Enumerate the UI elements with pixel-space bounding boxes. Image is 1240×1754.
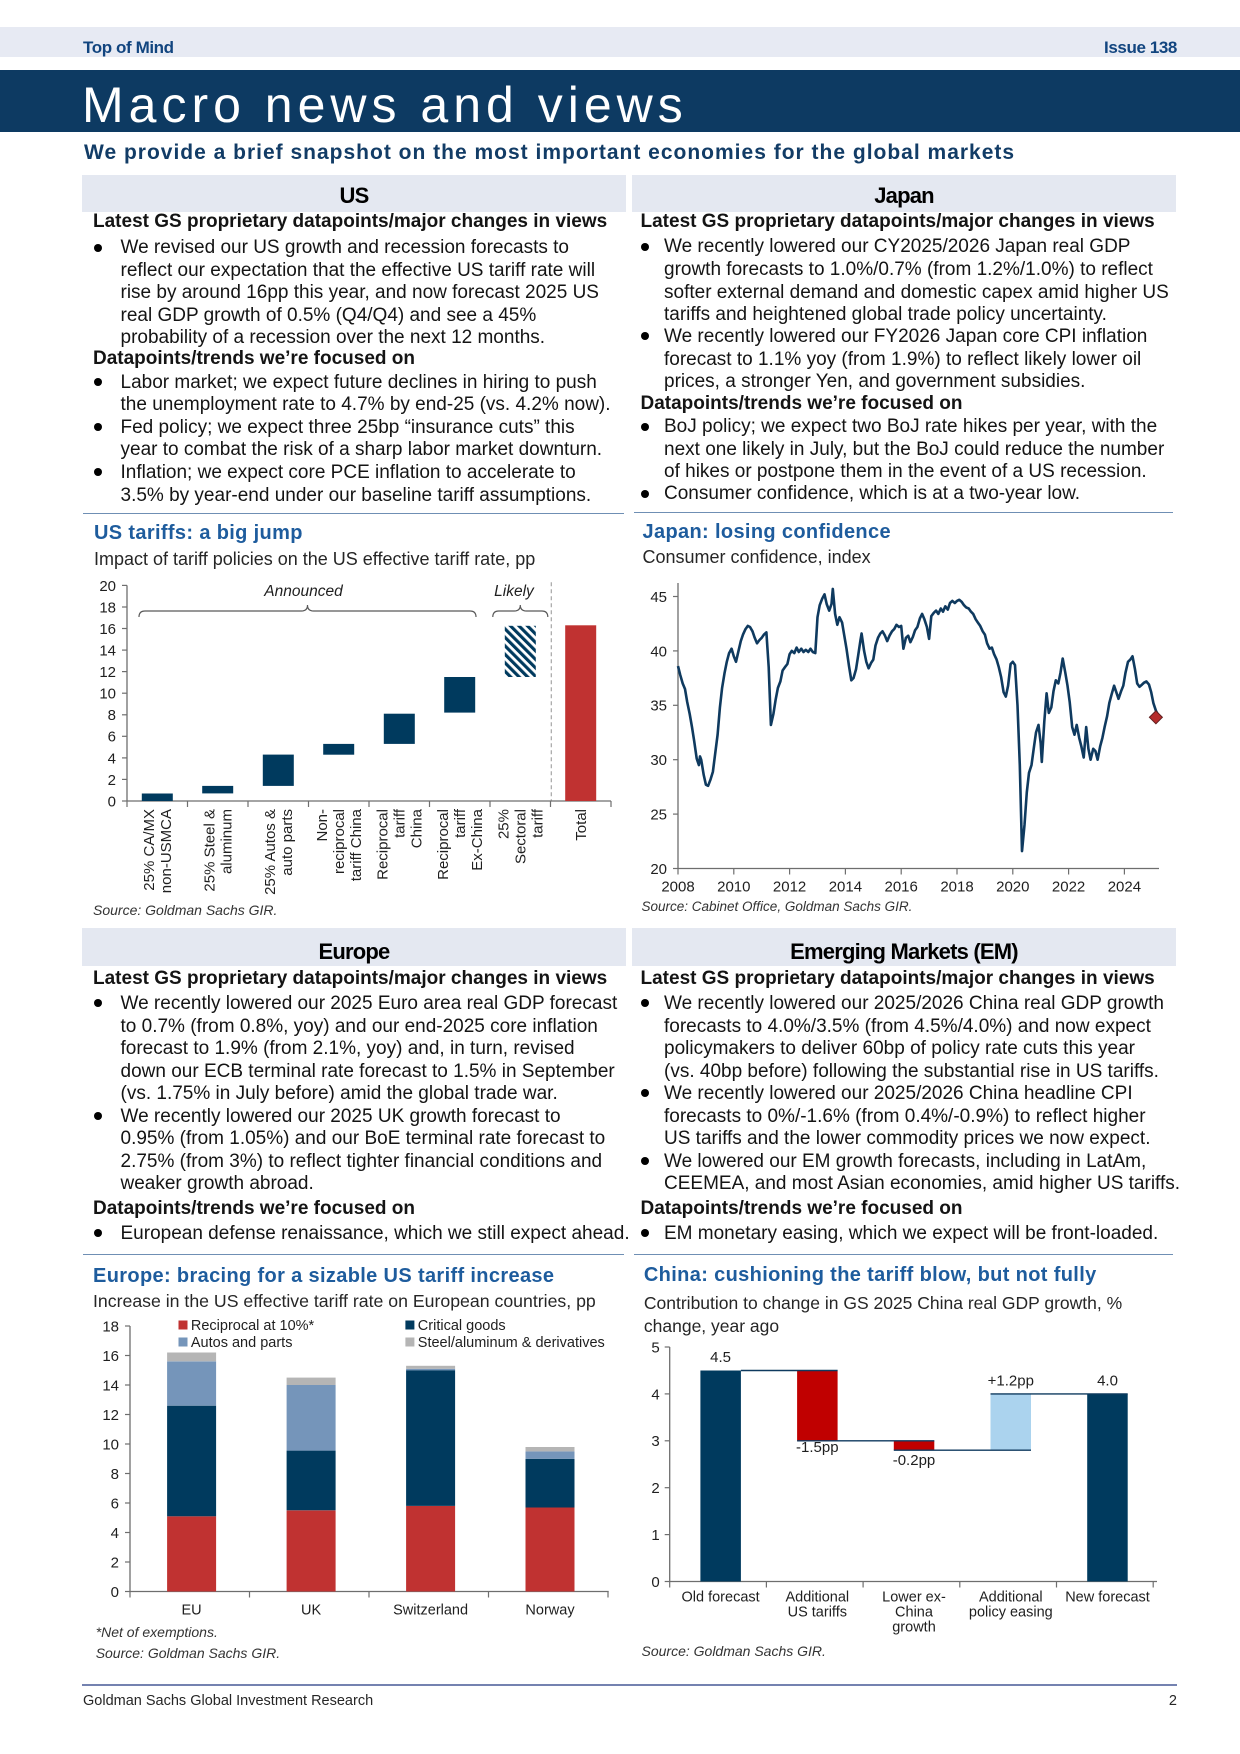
- svg-text:growth: growth: [892, 1620, 936, 1636]
- svg-text:10: 10: [102, 1436, 119, 1453]
- svg-text:16: 16: [102, 1348, 119, 1365]
- svg-text:Reciprocal at 10%*: Reciprocal at 10%*: [191, 1318, 315, 1334]
- svg-text:2016: 2016: [885, 879, 918, 896]
- svg-text:2010: 2010: [717, 879, 750, 896]
- svg-text:2018: 2018: [940, 879, 973, 896]
- svg-text:4: 4: [108, 750, 116, 767]
- svg-text:+1.2pp: +1.2pp: [988, 1372, 1034, 1389]
- svg-text:-0.2pp: -0.2pp: [893, 1452, 936, 1469]
- svg-text:tariff: tariff: [452, 808, 469, 838]
- svg-text:policy easing: policy easing: [969, 1605, 1053, 1621]
- svg-text:0: 0: [111, 1584, 119, 1601]
- svg-text:2022: 2022: [1052, 879, 1085, 896]
- svg-text:8: 8: [108, 707, 116, 724]
- svg-text:2: 2: [651, 1480, 659, 1497]
- svg-text:Reciprocal: Reciprocal: [374, 809, 391, 880]
- svg-text:4.0: 4.0: [1097, 1372, 1118, 1389]
- svg-text:12: 12: [102, 1407, 119, 1424]
- svg-text:2012: 2012: [773, 879, 806, 896]
- svg-text:non-USMCA: non-USMCA: [158, 809, 175, 893]
- svg-text:2: 2: [108, 772, 116, 789]
- svg-text:Norway: Norway: [525, 1603, 575, 1619]
- svg-text:UK: UK: [301, 1603, 321, 1619]
- svg-text:aluminum: aluminum: [218, 809, 235, 874]
- svg-text:auto parts: auto parts: [279, 809, 296, 876]
- svg-text:Non-: Non-: [314, 809, 331, 842]
- svg-text:30: 30: [650, 752, 667, 769]
- svg-text:18: 18: [99, 599, 116, 616]
- svg-text:Additional: Additional: [785, 1589, 849, 1605]
- svg-text:4: 4: [651, 1386, 659, 1403]
- svg-text:2014: 2014: [829, 879, 862, 896]
- svg-text:6: 6: [108, 729, 116, 746]
- svg-text:Steel/aluminum & derivatives: Steel/aluminum & derivatives: [418, 1335, 605, 1351]
- svg-text:Likely: Likely: [494, 583, 535, 600]
- svg-text:5: 5: [651, 1340, 659, 1356]
- svg-text:10: 10: [99, 686, 116, 703]
- svg-text:16: 16: [99, 621, 116, 638]
- svg-text:2020: 2020: [996, 879, 1029, 896]
- svg-text:4.5: 4.5: [710, 1349, 731, 1366]
- svg-text:Ex-China: Ex-China: [469, 808, 486, 870]
- svg-text:Reciprocal: Reciprocal: [435, 809, 452, 880]
- svg-text:25% CA/MX: 25% CA/MX: [141, 809, 158, 891]
- svg-text:12: 12: [99, 664, 116, 681]
- svg-text:0: 0: [108, 793, 116, 810]
- svg-text:tariff China: tariff China: [348, 808, 365, 881]
- svg-text:20: 20: [650, 861, 667, 878]
- svg-text:tariff: tariff: [529, 808, 546, 838]
- svg-text:Announced: Announced: [263, 583, 344, 600]
- svg-text:25: 25: [650, 807, 667, 824]
- svg-text:4: 4: [111, 1525, 119, 1542]
- svg-text:China: China: [895, 1605, 934, 1621]
- svg-text:45: 45: [650, 589, 667, 606]
- svg-text:14: 14: [99, 643, 116, 660]
- svg-text:Sectoral: Sectoral: [512, 809, 529, 864]
- svg-text:2008: 2008: [661, 879, 694, 896]
- svg-text:25% Autos &: 25% Autos &: [262, 809, 279, 895]
- svg-text:8: 8: [111, 1466, 119, 1483]
- svg-text:25% Steel &: 25% Steel &: [201, 809, 218, 892]
- svg-text:14: 14: [102, 1377, 119, 1394]
- svg-text:Total: Total: [573, 809, 590, 841]
- svg-text:6: 6: [111, 1495, 119, 1512]
- svg-text:-1.5pp: -1.5pp: [796, 1439, 839, 1456]
- svg-text:reciprocal: reciprocal: [331, 809, 348, 874]
- svg-text:Critical goods: Critical goods: [418, 1318, 506, 1334]
- svg-text:2024: 2024: [1108, 879, 1141, 896]
- svg-text:New forecast: New forecast: [1065, 1589, 1150, 1605]
- svg-text:Switzerland: Switzerland: [393, 1603, 468, 1619]
- svg-text:China: China: [408, 808, 425, 848]
- svg-text:0: 0: [651, 1574, 659, 1591]
- svg-text:2: 2: [111, 1554, 119, 1571]
- svg-text:Autos and parts: Autos and parts: [191, 1335, 293, 1351]
- svg-text:Old forecast: Old forecast: [682, 1589, 760, 1605]
- svg-text:20: 20: [99, 578, 116, 595]
- svg-text:40: 40: [650, 643, 667, 660]
- svg-text:Lower ex-: Lower ex-: [882, 1589, 946, 1605]
- svg-text:tariff: tariff: [391, 808, 408, 838]
- svg-text:Additional: Additional: [979, 1589, 1043, 1605]
- svg-text:35: 35: [650, 698, 667, 715]
- svg-text:EU: EU: [182, 1603, 202, 1619]
- svg-text:US tariffs: US tariffs: [788, 1605, 847, 1621]
- svg-text:3: 3: [651, 1433, 659, 1450]
- svg-text:25%: 25%: [495, 809, 512, 839]
- svg-text:1: 1: [651, 1527, 659, 1544]
- svg-text:18: 18: [102, 1318, 119, 1335]
